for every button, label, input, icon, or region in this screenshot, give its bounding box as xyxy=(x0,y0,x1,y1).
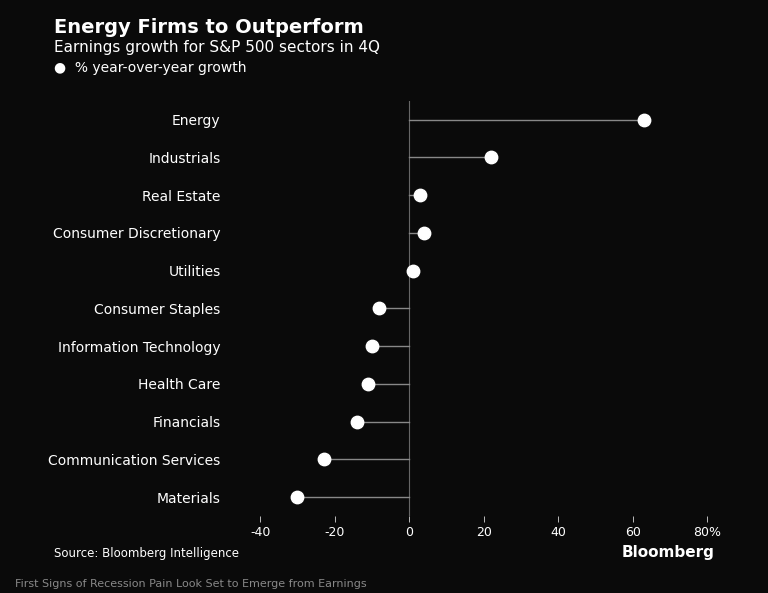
Point xyxy=(351,417,363,426)
Point xyxy=(414,190,426,200)
Point xyxy=(638,115,650,125)
Point xyxy=(407,266,419,275)
Text: First Signs of Recession Pain Look Set to Emerge from Earnings: First Signs of Recession Pain Look Set t… xyxy=(15,579,367,589)
Point xyxy=(291,492,303,502)
Text: Bloomberg: Bloomberg xyxy=(621,546,714,560)
Point xyxy=(317,455,329,464)
Point xyxy=(366,342,378,351)
Point xyxy=(373,304,386,313)
Point xyxy=(418,228,430,238)
Point xyxy=(362,379,375,388)
Text: ●  % year-over-year growth: ● % year-over-year growth xyxy=(54,61,247,75)
Text: Source: Bloomberg Intelligence: Source: Bloomberg Intelligence xyxy=(54,547,239,560)
Point xyxy=(485,152,498,162)
Text: Energy Firms to Outperform: Energy Firms to Outperform xyxy=(54,18,363,37)
Text: Earnings growth for S&P 500 sectors in 4Q: Earnings growth for S&P 500 sectors in 4… xyxy=(54,40,379,55)
